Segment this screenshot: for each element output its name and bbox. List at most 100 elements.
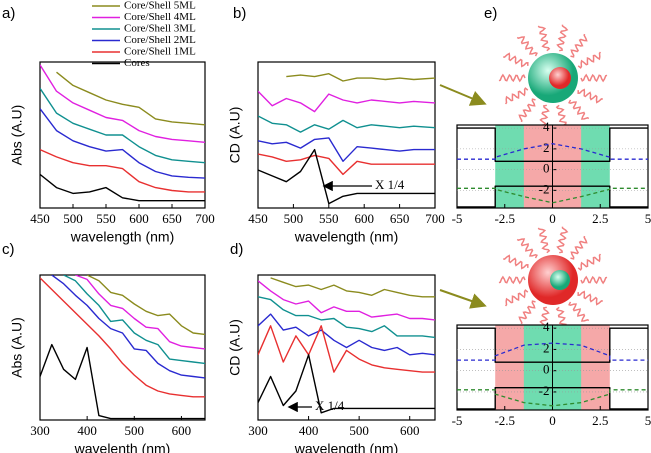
ligand [577,88,603,104]
ligand [516,36,538,57]
series-line [457,389,648,407]
core-sphere [550,270,570,290]
x-tick-label: -5 [452,211,463,226]
y-tick-label: 2 [543,140,550,155]
x-tick-label: 550 [319,211,339,226]
series-line [270,277,435,298]
core-sphere [549,67,571,89]
y-axis-label: CD (A.U) [227,107,243,164]
series-line [258,296,435,339]
series-line [258,115,435,133]
x-tick-label: 600 [400,423,420,438]
arrow [439,84,487,106]
legend-label: Core/Shell 5ML [124,0,196,12]
legend-label: Core/Shell 3ML [124,23,196,35]
series-line [40,108,205,179]
series-line [457,327,648,363]
ligand [498,275,526,285]
y-axis-label: Abs (A.U) [9,317,25,378]
x-tick-label: -5 [452,413,463,428]
x-tick-label: 550 [96,211,116,226]
series-line [457,342,648,361]
legend-label: Cores [124,57,150,69]
y-tick-label: 0 [543,161,550,176]
y-tick-label: 4 [543,319,550,334]
series-line [56,71,205,126]
series-line [457,387,648,410]
ligand [516,238,538,259]
y-axis-label: CD (A.U) [227,319,243,376]
ligand [570,235,588,260]
x-tick-label: 650 [390,211,410,226]
series-line [40,87,205,164]
series-line [258,137,435,162]
series-line [75,275,205,350]
ligand [503,254,529,270]
y-axis-label: Abs (A.U) [9,105,25,166]
series-line [258,153,435,176]
ligand [556,24,569,52]
legend-label: Core/Shell 1ML [124,46,196,58]
x-axis-label: wavelength (nm) [294,229,399,245]
x-tick-label: 450 [30,211,50,226]
x-tick-label: 5 [645,413,651,428]
ligand [503,52,529,68]
x-tick-label: 300 [30,423,50,438]
ligand [577,290,603,306]
y-tick-label: -2 [539,383,550,398]
x-tick-label: 0 [549,211,556,226]
series-line [457,187,648,204]
x-tick-label: 700 [425,211,445,226]
x-tick-label: 600 [172,423,192,438]
series-line [40,343,205,420]
x-tick-label: 400 [77,423,97,438]
ligand [577,253,602,271]
x-tick-label: 600 [129,211,149,226]
x-tick-label: 500 [284,211,304,226]
series-line [86,275,205,336]
series-line [40,148,205,193]
y-tick-label: 2 [543,340,550,355]
series-line [40,173,205,202]
series-line [457,143,648,160]
panel-label: a) [2,5,15,22]
x-tick-label: 450 [248,211,268,226]
x-axis-label: wavelength (nm) [294,441,399,453]
ligand [580,275,608,285]
ligand [537,227,551,254]
x-tick-label: 2.5 [592,211,608,226]
plot-frame [257,61,436,209]
ligand [498,73,526,83]
plot-frame [39,61,206,209]
y-tick-label: 0 [543,362,550,377]
plot-frame [257,274,436,421]
x-axis-label: wavelength (nm) [70,229,175,245]
arrow [439,289,487,309]
x-tick-label: 300 [248,423,268,438]
series-line [63,275,205,365]
series-line [457,185,648,208]
series-line [258,280,435,321]
x-axis-label: wavelenth (nm) [74,441,171,453]
annotation: X 1/4 [375,177,405,192]
ligand [504,289,529,307]
x-tick-label: 650 [162,211,182,226]
y-tick-label: 4 [543,119,550,134]
ligand [568,301,590,322]
series-line [258,90,435,113]
series-line [51,275,205,379]
x-tick-label: 500 [349,423,369,438]
ligand [577,51,602,69]
series-line [457,127,648,162]
series-line [258,148,435,205]
x-tick-label: -2.5 [494,413,515,428]
series-line [40,277,205,398]
x-tick-label: 500 [63,211,83,226]
legend-label: Core/Shell 4ML [124,11,196,23]
x-tick-label: 0 [549,413,556,428]
x-tick-label: 400 [299,423,319,438]
x-tick-label: 600 [354,211,374,226]
ligand [580,73,608,83]
series-line [286,73,435,82]
